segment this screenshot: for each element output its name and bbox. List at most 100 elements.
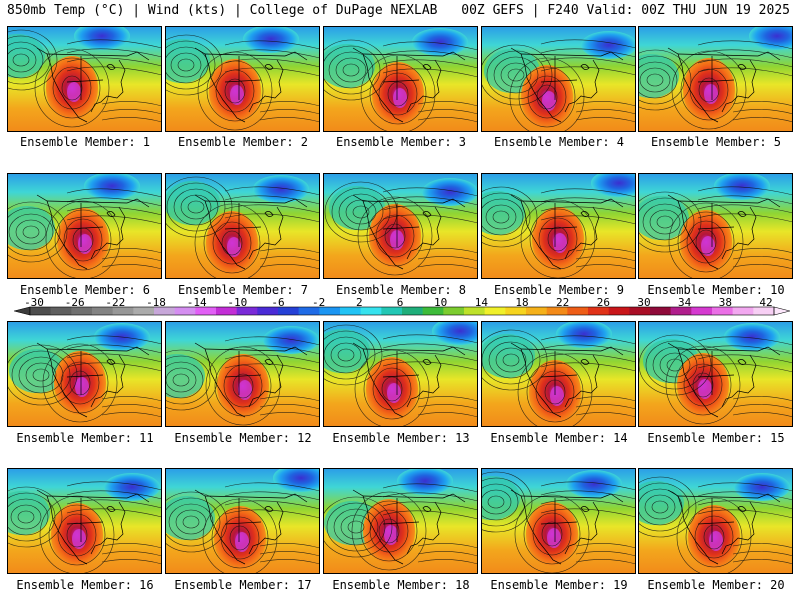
ensemble-member-label: Ensemble Member: 4	[493, 135, 625, 149]
colorbar-swatch	[732, 307, 754, 315]
colorbar-tick: 34	[678, 296, 692, 309]
colorbar-tick: 30	[637, 296, 651, 309]
ensemble-member-label: Ensemble Member: 12	[174, 431, 312, 445]
temperature-colorbar	[14, 306, 790, 316]
ensemble-member-label: Ensemble Member: 7	[177, 283, 309, 297]
colorbar-tick: 26	[596, 296, 610, 309]
colorbar-swatch	[422, 307, 444, 315]
temperature-map	[323, 173, 478, 279]
colorbar-tick: 2	[356, 296, 363, 309]
colorbar-swatch	[174, 307, 196, 315]
temperature-map	[7, 173, 162, 279]
colorbar-swatch	[484, 307, 506, 315]
colorbar-swatch	[402, 307, 423, 315]
ensemble-map-panel	[7, 173, 162, 279]
colorbar-swatch	[567, 307, 589, 315]
colorbar-tick: -18	[146, 296, 166, 309]
ensemble-map-panel	[323, 468, 478, 574]
colorbar-swatch	[360, 307, 382, 315]
ensemble-member-label: Ensemble Member: 20	[647, 578, 785, 592]
colorbar-tick: 22	[556, 296, 570, 309]
colorbar-swatch	[608, 307, 630, 315]
ensemble-member-label: Ensemble Member: 2	[177, 135, 309, 149]
colorbar-tick: -30	[24, 296, 44, 309]
temperature-map	[481, 468, 636, 574]
colorbar-swatch	[257, 307, 279, 315]
ensemble-member-label: Ensemble Member: 5	[650, 135, 782, 149]
temperature-map	[165, 26, 320, 132]
colorbar-swatch	[71, 307, 93, 315]
ensemble-map-panel	[323, 26, 478, 132]
colorbar-tick: -22	[105, 296, 126, 309]
colorbar-swatch	[464, 307, 485, 315]
ensemble-map-panel	[638, 26, 793, 132]
ensemble-member-label: Ensemble Member: 14	[490, 431, 628, 445]
colorbar-swatch	[30, 307, 51, 315]
ensemble-member-label: Ensemble Member: 17	[174, 578, 312, 592]
ensemble-member-label: Ensemble Member: 19	[490, 578, 628, 592]
colorbar-tick: -2	[312, 296, 326, 309]
colorbar-tick: -26	[64, 296, 85, 309]
ensemble-map-panel	[323, 173, 478, 279]
colorbar-swatch	[588, 307, 609, 315]
colorbar-swatch	[691, 307, 713, 315]
temperature-map	[7, 321, 162, 427]
ensemble-map-panel	[638, 173, 793, 279]
ensemble-map-panel	[638, 321, 793, 427]
colorbar-swatch	[278, 307, 299, 315]
ensemble-map-panel	[7, 468, 162, 574]
temperature-map	[323, 321, 478, 427]
ensemble-member-label: Ensemble Member: 3	[335, 135, 467, 149]
ensemble-map-panel	[481, 26, 636, 132]
ensemble-map-panel	[165, 173, 320, 279]
colorbar-swatch	[526, 307, 547, 315]
temperature-map	[165, 468, 320, 574]
ensemble-member-label: Ensemble Member: 18	[332, 578, 470, 592]
colorbar-tick: 6	[396, 296, 404, 309]
colorbar-swatch	[319, 307, 341, 315]
colorbar-swatch	[381, 307, 403, 315]
colorbar-swatch	[753, 307, 775, 315]
ensemble-member-label: Ensemble Member: 8	[335, 283, 467, 297]
colorbar-swatch	[154, 307, 175, 315]
colorbar-swatch	[298, 307, 320, 315]
ensemble-map-panel	[323, 321, 478, 427]
colorbar-tick: -6	[271, 296, 285, 309]
ensemble-member-label: Ensemble Member: 13	[332, 431, 470, 445]
colorbar-swatch	[133, 307, 155, 315]
ensemble-map-panel	[7, 26, 162, 132]
temperature-map	[638, 26, 793, 132]
ensemble-map-panel	[165, 26, 320, 132]
ensemble-map-panel	[481, 468, 636, 574]
ensemble-map-panel	[481, 321, 636, 427]
colorbar-swatch	[195, 307, 217, 315]
ensemble-map-panel	[638, 468, 793, 574]
temperature-map	[638, 173, 793, 279]
temperature-map	[638, 321, 793, 427]
ensemble-member-label: Ensemble Member: 6	[19, 283, 151, 297]
temperature-map	[638, 468, 793, 574]
colorbar-swatch	[216, 307, 237, 315]
ensemble-map-panel	[7, 321, 162, 427]
colorbar-swatch	[712, 307, 733, 315]
temperature-map	[165, 173, 320, 279]
temperature-map	[7, 468, 162, 574]
temperature-map	[323, 26, 478, 132]
ensemble-member-label: Ensemble Member: 15	[647, 431, 785, 445]
ensemble-member-label: Ensemble Member: 10	[647, 283, 785, 297]
temperature-map	[165, 321, 320, 427]
ensemble-map-panel	[481, 173, 636, 279]
colorbar-tick: 38	[718, 296, 732, 309]
colorbar-tick: 10	[434, 296, 448, 309]
colorbar-swatch	[546, 307, 568, 315]
ensemble-map-panel	[165, 468, 320, 574]
run-valid-time: 00Z GEFS | F240 Valid: 00Z THU JUN 19 20…	[461, 3, 790, 18]
temperature-map	[323, 468, 478, 574]
colorbar-swatch	[629, 307, 651, 315]
colorbar-tick: 42	[759, 296, 773, 309]
ensemble-member-label: Ensemble Member: 1	[19, 135, 151, 149]
colorbar-tick: 18	[515, 296, 529, 309]
temperature-map	[481, 26, 636, 132]
colorbar-tick: -10	[227, 296, 248, 309]
colorbar-swatch	[236, 307, 258, 315]
